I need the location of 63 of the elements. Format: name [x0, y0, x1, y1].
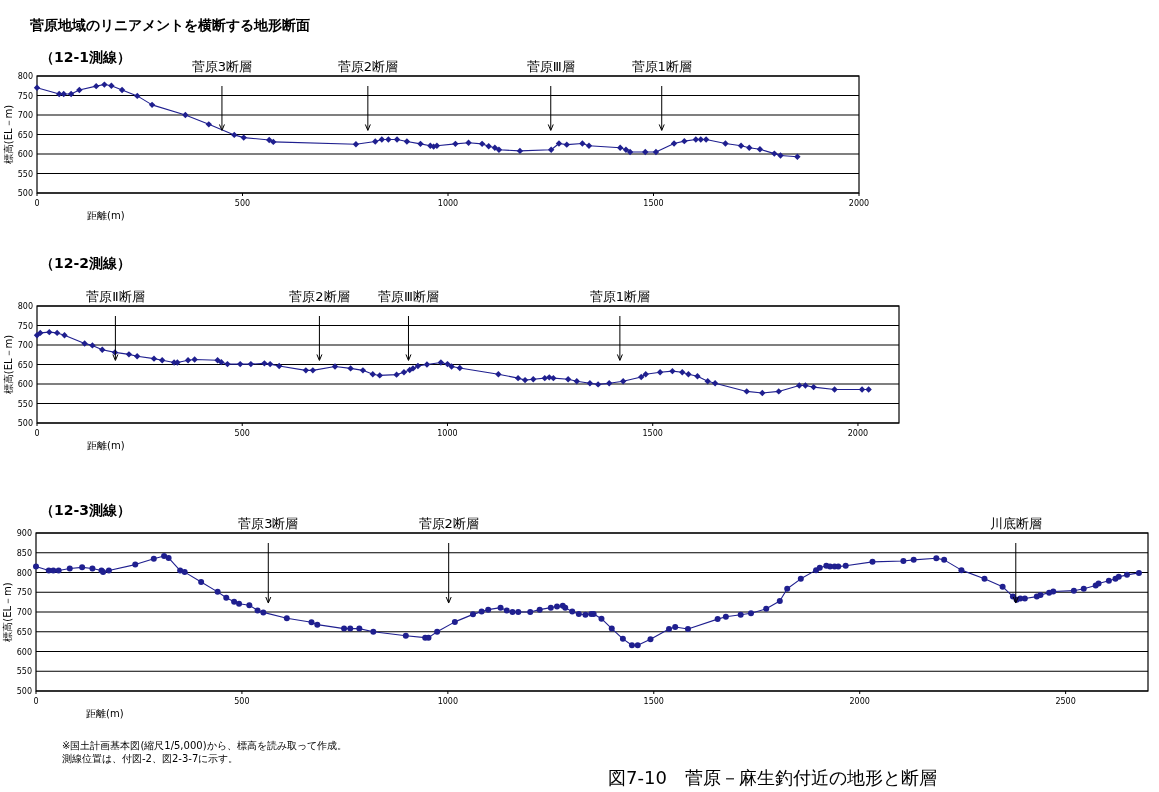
x-tick-label: 2000 — [848, 199, 870, 208]
y-tick-label: 850 — [16, 548, 32, 558]
y-axis-title: 標高(EL－m) — [3, 334, 14, 395]
y-tick-label: 650 — [17, 360, 33, 370]
ref-line-label: 菅原2断層 — [289, 289, 350, 304]
x-axis-title: 距離(m) — [87, 440, 125, 451]
ref-line-label: 菅原Ⅲ断層 — [378, 289, 439, 304]
y-tick-label: 500 — [17, 419, 33, 428]
y-tick-label: 750 — [17, 91, 33, 101]
y-tick-label: 550 — [16, 667, 32, 677]
ref-line-label: 川底断層 — [989, 516, 1042, 531]
x-tick-label: 2000 — [849, 697, 870, 706]
x-tick-label: 500 — [234, 429, 250, 438]
y-tick-label: 650 — [16, 627, 32, 637]
x-tick-label: 1000 — [437, 429, 458, 438]
ref-line-label: 菅原Ⅲ層 — [526, 59, 575, 74]
y-tick-label: 500 — [16, 687, 32, 696]
y-tick-label: 600 — [16, 647, 32, 657]
y-tick-label: 700 — [17, 111, 33, 120]
x-tick-label: 1500 — [643, 199, 664, 208]
x-tick-label: 1000 — [437, 199, 459, 208]
y-tick-label: 750 — [16, 588, 32, 598]
x-tick-label: 2000 — [847, 429, 869, 438]
text: ※国土計画基本図(縮尺1/5,000)から、標高を読み取って作成。 — [62, 740, 347, 751]
x-tick-label: 500 — [234, 199, 251, 208]
y-tick-label: 600 — [17, 380, 33, 389]
y-tick-label: 550 — [17, 399, 33, 409]
y-tick-label: 600 — [17, 150, 33, 159]
ref-line-label: 菅原1断層 — [589, 289, 651, 304]
y-tick-label: 700 — [16, 608, 32, 617]
chart-title: 菅原地域のリニアメントを横断する地形断面 — [29, 17, 310, 33]
y-axis-title: 標高(EL－m) — [2, 582, 13, 642]
y-tick-label: 800 — [17, 302, 33, 311]
x-tick-label: 1000 — [437, 697, 459, 706]
ref-line-label: 菅原3断層 — [191, 59, 253, 74]
y-tick-label: 800 — [16, 568, 32, 578]
ref-line-label: 菅原3断層 — [238, 516, 299, 531]
ref-line-label: 菅原Ⅱ断層 — [86, 289, 145, 304]
y-tick-label: 800 — [17, 72, 33, 81]
x-axis-title: 距離(m) — [87, 210, 125, 221]
y-tick-label: 500 — [17, 189, 33, 198]
chart-subtitle: （12-1測線） — [40, 49, 132, 65]
chart-subtitle: （12-3測線） — [40, 502, 132, 518]
y-tick-label: 700 — [17, 341, 33, 350]
x-tick-label: 0 — [33, 697, 39, 706]
x-tick-label: 1500 — [643, 697, 664, 706]
x-tick-label: 1500 — [642, 429, 663, 438]
x-tick-label: 2500 — [1055, 697, 1076, 706]
x-axis-title: 距離(m) — [86, 708, 124, 719]
y-tick-label: 750 — [17, 321, 33, 331]
x-tick-label: 0 — [34, 429, 40, 438]
text: 測線位置は、付図-2、図2-3-7に示す。 — [62, 753, 239, 764]
ref-line-label: 菅原2断層 — [418, 516, 479, 531]
y-tick-label: 900 — [16, 529, 32, 538]
y-axis-title: 標高(EL－m) — [3, 104, 14, 165]
x-tick-label: 0 — [34, 199, 40, 208]
ref-line-label: 菅原2断層 — [337, 59, 398, 74]
chart-subtitle: （12-2測線） — [40, 255, 132, 271]
ref-line-label: 菅原1断層 — [631, 59, 692, 74]
y-tick-label: 550 — [17, 169, 33, 179]
y-tick-label: 650 — [17, 130, 33, 140]
x-tick-label: 500 — [234, 697, 250, 706]
caption: 図7-10 菅原－麻生釣付近の地形と断層 — [608, 767, 937, 788]
